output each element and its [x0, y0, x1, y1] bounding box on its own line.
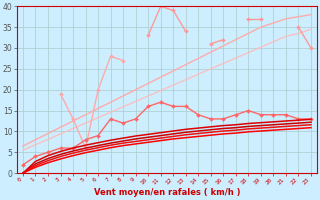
X-axis label: Vent moyen/en rafales ( km/h ): Vent moyen/en rafales ( km/h ): [94, 188, 240, 197]
